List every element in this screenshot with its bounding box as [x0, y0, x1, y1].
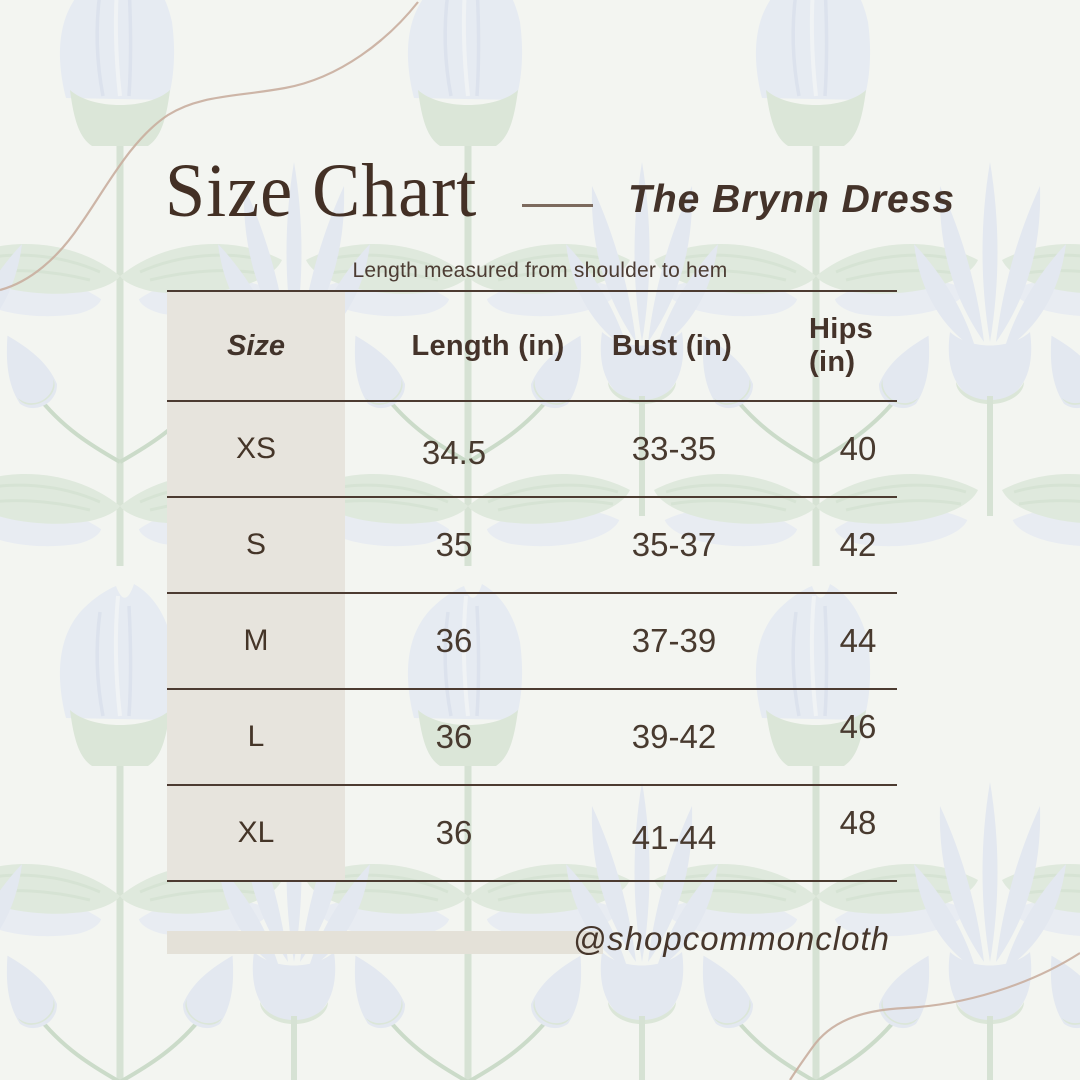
hips-value: 46	[839, 708, 877, 745]
product-name: The Brynn Dress	[628, 178, 956, 221]
hips-value: 48	[839, 804, 877, 841]
table-row-s: S 35 35-37 42	[167, 498, 897, 594]
length-value: 36	[435, 718, 473, 755]
footer-accent-bar	[167, 931, 603, 954]
page-title: Size Chart	[165, 149, 478, 233]
size-label: XL	[167, 786, 345, 880]
table-row-m: M 36 37-39 44	[167, 594, 897, 690]
curve-bottom-right-decoration	[789, 952, 1080, 1080]
column-header-bust: Bust (in)	[611, 329, 733, 362]
bust-value: 33-35	[631, 430, 717, 467]
hips-value: 44	[839, 622, 877, 659]
length-value: 34.5	[421, 434, 487, 471]
column-header-hips: Hips (in)	[809, 313, 874, 378]
curve-top-left-decoration	[0, 1, 419, 292]
table-row-xl: XL 36 41-44 48	[167, 786, 897, 882]
bust-value: 37-39	[631, 622, 717, 659]
table-row-l: L 36 39-42 46	[167, 690, 897, 786]
size-chart-table: Size Length (in) Bust (in) Hips (in) XS …	[167, 290, 897, 882]
size-label: XS	[167, 402, 345, 496]
table-row-xs: XS 34.5 33-35 40	[167, 402, 897, 498]
bust-value: 35-37	[631, 526, 717, 563]
title-dash-divider	[522, 204, 593, 207]
length-value: 36	[435, 814, 473, 851]
length-value: 35	[435, 526, 473, 563]
size-label: L	[167, 690, 345, 784]
length-value: 36	[435, 622, 473, 659]
measurement-note: Length measured from shoulder to hem	[352, 259, 728, 282]
table-header-row: Size Length (in) Bust (in) Hips (in)	[167, 292, 897, 402]
hips-value: 40	[839, 430, 877, 467]
social-handle: @shopcommoncloth	[572, 920, 890, 957]
size-label: S	[167, 498, 345, 592]
hips-value: 42	[839, 526, 877, 563]
bust-value: 41-44	[631, 819, 717, 856]
bust-value: 39-42	[631, 718, 717, 755]
size-label: M	[167, 594, 345, 688]
column-header-length: Length (in)	[411, 329, 565, 362]
column-header-size: Size	[167, 292, 345, 400]
